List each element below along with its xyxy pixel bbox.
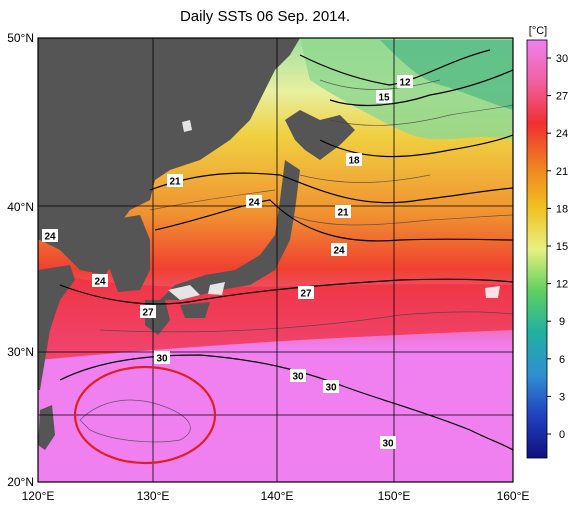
colorbar-tick-label: 0 xyxy=(559,429,565,441)
colorbar-tick-label: 15 xyxy=(556,241,568,253)
colorbar-tick-label: 21 xyxy=(556,166,568,178)
map-title: Daily SSTs 06 Sep. 2014. xyxy=(180,8,350,25)
colorbar-tick-label: 30 xyxy=(556,53,568,65)
hokkaido-land xyxy=(285,110,355,160)
isotherm-label-text: 12 xyxy=(399,78,411,89)
taiwan-land xyxy=(38,405,55,450)
isotherm-label-box xyxy=(331,243,347,256)
isotherm-label-text: 30 xyxy=(156,354,168,365)
isotherm-label-box xyxy=(298,286,314,299)
cloud-mask-1 xyxy=(182,120,192,132)
colorbar-tick-label: 3 xyxy=(559,391,565,403)
isotherm-label: 27 xyxy=(140,305,156,319)
colorbar-tick-label: 24 xyxy=(556,128,568,140)
colorbar-tick-label: 9 xyxy=(559,316,565,328)
isotherm-label: 24 xyxy=(92,274,108,288)
isotherm-label: 30 xyxy=(380,436,396,450)
isotherm-label: 24 xyxy=(246,195,262,209)
isotherm-label: 21 xyxy=(335,205,351,219)
isotherm-18 xyxy=(319,134,513,158)
isotherm-label-text: 21 xyxy=(169,177,181,188)
isotherm-15 xyxy=(329,69,513,107)
isotherm-27 xyxy=(59,278,513,305)
isotherm-label-text: 24 xyxy=(248,198,260,209)
isotherm-label-text: 27 xyxy=(300,289,312,300)
isotherm-label-box xyxy=(154,351,170,364)
isotherm-label: 24 xyxy=(331,243,347,257)
lon-label-140: 140°E xyxy=(261,489,294,503)
isotherm-label: 30 xyxy=(154,351,170,365)
graticule xyxy=(38,38,513,482)
isotherm-label-box xyxy=(376,90,392,103)
isotherm-label: 27 xyxy=(298,286,314,300)
isotherm-label: 15 xyxy=(376,90,392,104)
colorbar-tick-label: 6 xyxy=(559,354,565,366)
cloud-mask-4 xyxy=(485,286,500,298)
china-coast-land xyxy=(38,265,75,390)
korea-land xyxy=(105,215,150,292)
lat-label-50: 50°N xyxy=(7,31,34,45)
isotherm-label-box xyxy=(380,436,396,449)
isotherm-label-text: 27 xyxy=(142,308,154,319)
isotherm-label: 12 xyxy=(397,75,413,89)
isotherm-label: 24 xyxy=(42,229,58,243)
isotherm-label-text: 24 xyxy=(94,277,106,288)
isotherm-lines xyxy=(59,49,513,451)
isotherm-label-box xyxy=(397,75,413,88)
isotherm-label: 18 xyxy=(346,153,362,167)
continent-land xyxy=(38,38,300,275)
colorbar-tick-label: 27 xyxy=(556,91,568,103)
isotherm-thin-lines xyxy=(79,79,513,443)
colorbar-tick-label: 12 xyxy=(556,279,568,291)
isotherm-label-box xyxy=(140,305,156,318)
longitude-labels: 120°E 130°E 140°E 150°E 160°E xyxy=(22,489,530,503)
isotherm-label-box xyxy=(290,369,306,382)
isotherm-label-text: 24 xyxy=(44,232,56,243)
isotherm-label-text: 18 xyxy=(348,156,360,167)
honshu-land xyxy=(160,160,300,300)
colorbar-tick-label: 18 xyxy=(556,203,568,215)
isotherm-24 xyxy=(154,199,513,242)
lon-label-150: 150°E xyxy=(378,489,411,503)
colorbar-unit: [°C] xyxy=(529,25,547,37)
isotherm-labels: 12 15 18 21 24 21 24 24 24 27 27 30 30 30 30 xyxy=(42,75,413,450)
cloud-mask-2 xyxy=(168,285,200,300)
lat-label-20: 20°N xyxy=(7,475,34,489)
isotherm-label: 30 xyxy=(290,369,306,383)
shikoku-land xyxy=(180,302,210,318)
isotherm-label-box xyxy=(167,174,183,187)
cloud-mask-3 xyxy=(208,282,225,295)
isotherm-label-text: 30 xyxy=(382,439,394,450)
isotherm-label: 30 xyxy=(323,380,339,394)
isotherm-label-text: 21 xyxy=(337,208,349,219)
lon-label-160: 160°E xyxy=(497,489,530,503)
lat-label-40: 40°N xyxy=(7,200,34,214)
isotherm-12 xyxy=(299,49,491,86)
isotherm-label: 21 xyxy=(167,174,183,188)
isotherm-label-text: 15 xyxy=(378,93,390,104)
map-frame xyxy=(37,37,514,483)
colorbar-scale xyxy=(526,39,548,459)
isotherm-label-text: 24 xyxy=(333,246,345,257)
isotherm-label-text: 30 xyxy=(292,372,304,383)
lat-label-30: 30°N xyxy=(7,345,34,359)
isotherm-label-box xyxy=(323,380,339,393)
isotherm-30 xyxy=(59,354,513,451)
map-area xyxy=(38,38,513,482)
isotherm-21 xyxy=(149,172,513,204)
coldest-water-patch xyxy=(380,40,513,110)
isotherm-label-box xyxy=(92,274,108,287)
isotherm-label-box xyxy=(335,205,351,218)
isotherm-label-text: 30 xyxy=(325,383,337,394)
isotherm-label-box xyxy=(246,195,262,208)
latitude-labels: 50°N 40°N 30°N 20°N xyxy=(7,31,34,489)
highlight-ellipse xyxy=(73,365,217,465)
isotherm-label-box xyxy=(346,153,362,166)
lon-label-130: 130°E xyxy=(137,489,170,503)
lon-label-120: 120°E xyxy=(22,489,55,503)
isotherm-label-box xyxy=(42,229,58,242)
